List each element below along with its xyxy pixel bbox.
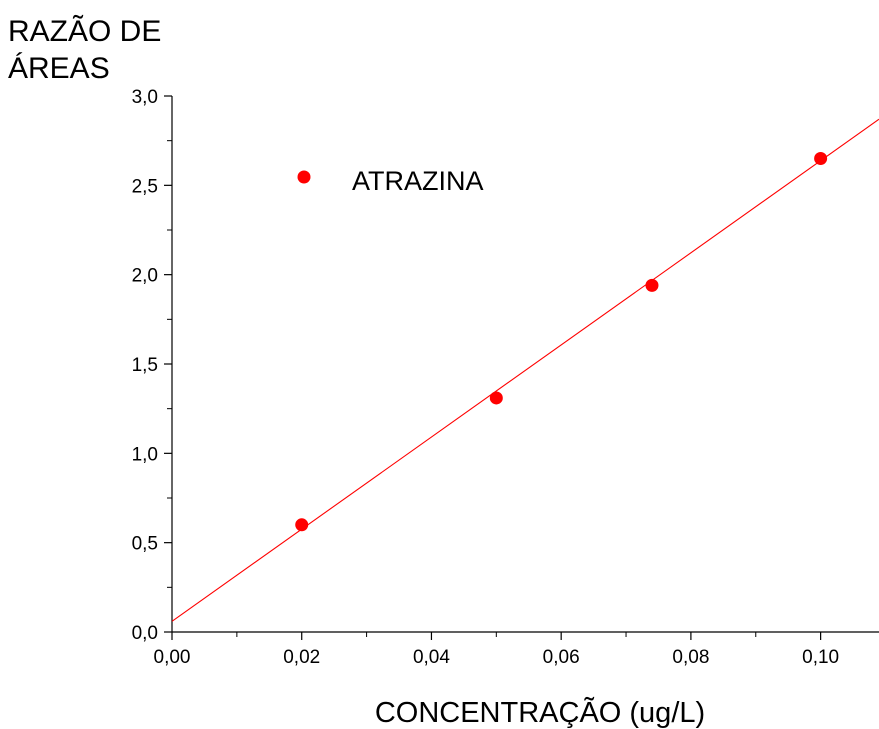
data-point (489, 391, 503, 405)
x-tick-label: 0,00 (154, 647, 191, 668)
data-point (295, 518, 309, 532)
fit-line-group (171, 118, 879, 622)
legend-label: ATRAZINA (352, 166, 484, 196)
legend: ATRAZINA (297, 166, 484, 196)
y-tick-label: 2,5 (132, 176, 158, 197)
axes (171, 96, 879, 633)
data-point (645, 278, 659, 292)
y-tick-label: 2,0 (132, 266, 158, 287)
x-tick-label: 0,06 (543, 647, 580, 668)
y-tick-label: 0,5 (132, 534, 158, 555)
legend-marker (297, 170, 311, 184)
y-tick-label: 0,0 (132, 623, 158, 644)
data-point (814, 152, 828, 166)
y-tick-label: 3,0 (132, 87, 158, 108)
y-axis-label: RAZÃO DE ÁREAS (8, 14, 161, 85)
y-axis-label-line-1: RAZÃO DE (8, 14, 161, 48)
y-ticks: 0,0 0,5 1,0 1,5 2,0 2,5 3,0 (132, 87, 172, 644)
y-tick-label: 1,5 (132, 355, 158, 376)
fit-line (171, 118, 879, 622)
y-tick-label: 1,0 (132, 444, 158, 465)
y-axis-label-line-2: ÁREAS (8, 52, 110, 85)
x-axis-label: CONCENTRAÇÃO (ug/L) (375, 695, 705, 729)
x-tick-label: 0,04 (413, 647, 450, 668)
x-tick-label: 0,10 (802, 647, 839, 668)
x-tick-label: 0,02 (283, 647, 320, 668)
x-tick-label: 0,08 (672, 647, 709, 668)
data-points (295, 152, 828, 532)
x-ticks: 0,00 0,02 0,04 0,06 0,08 0,10 (154, 632, 839, 668)
